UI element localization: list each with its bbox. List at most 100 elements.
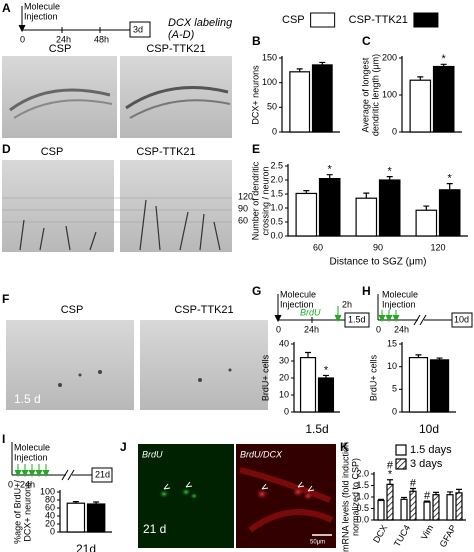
panel-letter: D bbox=[2, 142, 11, 156]
time-end: 3d bbox=[133, 24, 143, 34]
x-tick-label: 1.5d bbox=[305, 422, 328, 436]
x-tick-label: Vim bbox=[419, 523, 435, 541]
y-tick-label: 0 bbox=[392, 406, 397, 416]
y-tick-label: 1.5 bbox=[270, 188, 283, 198]
bar bbox=[317, 377, 335, 413]
timeline-label: Molecule bbox=[382, 289, 418, 299]
image-title: CSP-TTK21 bbox=[136, 146, 195, 158]
bar bbox=[409, 490, 417, 521]
y-tick-label: 80 bbox=[45, 494, 55, 504]
bar bbox=[318, 178, 341, 237]
y-tick-label: 20 bbox=[279, 372, 289, 382]
error-bar bbox=[378, 498, 385, 501]
legend-swatch bbox=[395, 458, 407, 470]
y-tick-label: 1.5 bbox=[356, 480, 369, 490]
y-tick-label: 100 bbox=[382, 89, 397, 99]
y-axis-label: DCX+ neurons bbox=[250, 65, 260, 125]
y-axis-label: BrdU+ cells bbox=[260, 354, 270, 401]
bar bbox=[295, 192, 318, 237]
legend-label: CSP bbox=[282, 14, 305, 26]
timeline bbox=[18, 6, 151, 38]
y-tick-label: 1.0 bbox=[270, 202, 283, 212]
micrograph bbox=[2, 56, 232, 138]
error-bar bbox=[386, 176, 393, 180]
bar bbox=[299, 357, 317, 413]
micrograph bbox=[6, 320, 268, 410]
y-tick-label: 10 bbox=[279, 389, 289, 399]
y-tick-label: 2.5 bbox=[270, 160, 283, 170]
x-tick-label: DCX bbox=[371, 523, 389, 544]
y-tick-label: 0 bbox=[50, 526, 55, 536]
panel-letter: F bbox=[2, 292, 9, 306]
error-bar bbox=[386, 479, 393, 485]
error-bar bbox=[303, 190, 310, 194]
y-tick-label: 0.5 bbox=[270, 216, 283, 226]
bar bbox=[446, 494, 454, 521]
panel-letter: K bbox=[340, 440, 349, 454]
legend-swatch bbox=[310, 12, 336, 28]
legend-swatch bbox=[413, 12, 439, 28]
image-title: CSP-TTK21 bbox=[174, 304, 233, 316]
time-end: 10d bbox=[454, 314, 469, 324]
y-axis-label: BrdU+ cells bbox=[368, 354, 378, 401]
error-bar bbox=[432, 491, 439, 495]
bar bbox=[66, 502, 86, 533]
y-axis-label: Average of longest bbox=[360, 57, 370, 132]
annotation: # bbox=[424, 490, 431, 502]
timeline bbox=[11, 442, 113, 483]
bar bbox=[423, 501, 431, 521]
x-tick-label: GFAP bbox=[438, 523, 459, 549]
y-tick-label: 15 bbox=[387, 338, 397, 348]
time-label: 0 bbox=[376, 324, 381, 334]
annotation: * bbox=[328, 164, 333, 176]
bar bbox=[355, 197, 378, 237]
annotation: * bbox=[388, 166, 393, 178]
y-axis-label: Number of dendritic bbox=[250, 161, 260, 240]
panel-letter: I bbox=[2, 432, 5, 446]
y-tick-label: 0 bbox=[284, 406, 289, 416]
time-label: 48h bbox=[94, 34, 109, 44]
x-tick-label: 60 bbox=[313, 242, 323, 252]
error-bar bbox=[455, 488, 462, 493]
y-tick-label: 10 bbox=[387, 361, 397, 371]
timeline bbox=[274, 294, 370, 328]
timeline bbox=[377, 294, 473, 328]
y-tick-label: 0.5 bbox=[356, 503, 369, 513]
y-tick-label: 30 bbox=[279, 355, 289, 365]
annotation: * bbox=[324, 364, 329, 376]
error-bar bbox=[322, 374, 329, 378]
y-tick-label: 150 bbox=[262, 52, 277, 62]
bar bbox=[432, 494, 440, 521]
timeline-label: Molecule bbox=[280, 289, 316, 299]
time-label: 24h bbox=[56, 34, 71, 44]
bar bbox=[408, 357, 429, 413]
panel-letter: A bbox=[2, 1, 11, 15]
x-tick-label: 120 bbox=[430, 242, 445, 252]
bar bbox=[378, 179, 401, 237]
time-label: 24h bbox=[304, 324, 319, 334]
marker-label: BrdU bbox=[300, 307, 321, 317]
bar bbox=[415, 209, 438, 237]
error-bar bbox=[446, 183, 453, 190]
y-tick-label: 0 bbox=[392, 126, 397, 136]
time-end: 1.5d bbox=[348, 314, 366, 324]
interval-label: 2h bbox=[342, 299, 352, 309]
timeline-label: Injection bbox=[382, 299, 416, 309]
y-tick-label: 0.0 bbox=[356, 514, 369, 524]
channel-label: BrdU/DCX bbox=[240, 449, 283, 459]
error-bar bbox=[319, 61, 326, 65]
y-tick-label: 2.0 bbox=[356, 468, 369, 478]
y-tick-label: 5 bbox=[392, 384, 397, 394]
bar bbox=[429, 359, 450, 413]
error-bar bbox=[296, 68, 303, 72]
error-bar bbox=[423, 205, 430, 211]
y-axis-label: dendritic length (μm) bbox=[370, 54, 380, 136]
legend-label: CSP-TTK21 bbox=[349, 14, 408, 26]
y-axis-label: DCX+ neurons bbox=[22, 482, 32, 542]
axis bbox=[287, 164, 468, 237]
legend-label: 1.5 days bbox=[410, 444, 452, 456]
image-title: CSP-TTK21 bbox=[146, 43, 205, 55]
error-bar bbox=[424, 500, 431, 503]
time-end: 21d bbox=[95, 469, 110, 479]
error-bar bbox=[72, 501, 79, 504]
